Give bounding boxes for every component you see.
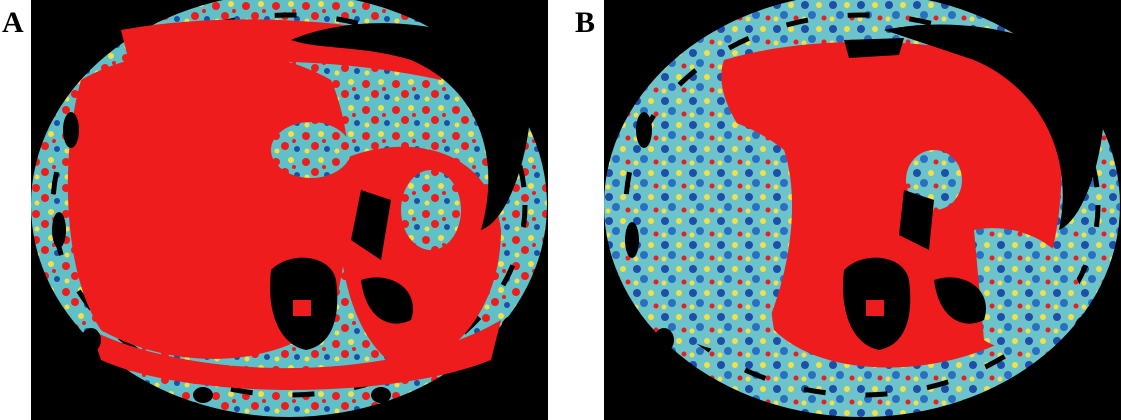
panel-label-a: A bbox=[2, 6, 24, 39]
scan-a-svg bbox=[31, 0, 548, 420]
scan-image-b bbox=[604, 0, 1121, 420]
scan-image-a bbox=[31, 0, 548, 420]
panel-label-b: B bbox=[575, 6, 596, 39]
organ-region bbox=[721, 41, 1062, 368]
panel-a: A bbox=[0, 0, 548, 420]
liver-region bbox=[634, 114, 793, 352]
panel-b: B bbox=[573, 0, 1121, 420]
gas-cavity bbox=[291, 23, 532, 230]
gas-cavity bbox=[884, 24, 1105, 231]
scan-b-svg bbox=[604, 0, 1121, 420]
